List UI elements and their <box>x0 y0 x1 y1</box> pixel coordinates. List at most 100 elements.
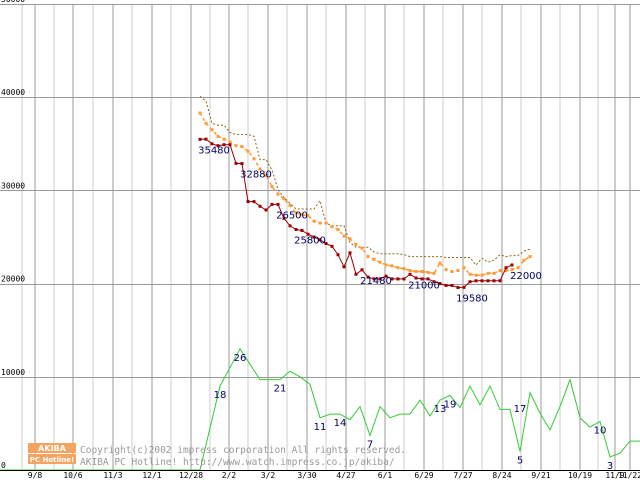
data-point-min <box>198 137 202 141</box>
data-point-average <box>198 111 202 115</box>
data-point-average <box>396 266 400 270</box>
data-point-average <box>276 192 280 196</box>
credit-text: AKIBA PC Hotline! http://www.watch.impre… <box>80 457 395 468</box>
data-point-average <box>240 145 244 149</box>
logo-top-text: AKIBA <box>38 444 66 453</box>
y-tick-label: 40000 <box>1 88 25 97</box>
data-point-min <box>462 285 466 289</box>
data-point-min <box>444 283 448 287</box>
data-point-average <box>360 246 364 250</box>
y-tick-label: 20000 <box>1 275 25 284</box>
shop-count-label: 5 <box>517 455 523 466</box>
data-point-average <box>204 121 208 125</box>
data-point-average <box>438 261 442 265</box>
data-point-min <box>360 268 364 272</box>
min-price-label: 22000 <box>510 271 542 282</box>
min-price-label: 25800 <box>294 236 326 247</box>
data-point-average <box>474 273 478 277</box>
data-point-average <box>216 134 220 138</box>
data-point-min <box>312 235 316 239</box>
data-point-min <box>426 277 430 281</box>
y-tick-label: 10000 <box>1 368 25 377</box>
series-line-min <box>199 138 513 289</box>
data-point-min <box>474 279 478 283</box>
data-point-average <box>492 271 496 275</box>
data-point-average <box>402 267 406 271</box>
data-point-average <box>270 185 274 189</box>
logo-bottom-text: PC Hotline! <box>30 456 74 464</box>
data-point-min <box>390 277 394 281</box>
data-point-min <box>336 253 340 257</box>
data-point-average <box>300 213 304 217</box>
shop-count-label: 10 <box>594 426 607 437</box>
data-point-min <box>342 265 346 269</box>
data-point-min <box>222 143 226 147</box>
data-point-average <box>516 266 520 270</box>
x-tick-label: 11/22 <box>618 471 640 480</box>
y-tick-label: 50000 <box>1 0 25 4</box>
data-point-average <box>504 269 508 273</box>
data-point-min <box>216 144 220 148</box>
shop-count-label: 17 <box>514 404 527 415</box>
series-layer <box>0 95 640 471</box>
labels-layer: 35480 32880 26500 25800 21480 21000 19580 22000… <box>198 145 613 472</box>
data-point-average <box>456 269 460 273</box>
data-point-min <box>294 228 298 232</box>
shop-count-label: 7 <box>367 440 373 451</box>
x-tick-label: 4/27 <box>336 471 355 480</box>
data-point-min <box>468 280 472 284</box>
x-tick-label: 8/24 <box>492 471 511 480</box>
data-point-min <box>228 143 232 147</box>
data-point-average <box>294 211 298 215</box>
data-point-average <box>426 270 430 274</box>
data-point-min <box>234 161 238 165</box>
data-point-min <box>450 283 454 287</box>
data-point-average <box>306 214 310 218</box>
data-point-min <box>372 277 376 281</box>
min-price-label: 35480 <box>198 145 230 156</box>
data-point-min <box>354 272 358 276</box>
shop-count-label: 21 <box>274 384 287 395</box>
data-point-min <box>246 200 250 204</box>
x-tick-label: 11/3 <box>103 471 122 480</box>
data-point-min <box>330 244 334 248</box>
data-point-average <box>522 258 526 262</box>
data-point-average <box>498 269 502 273</box>
data-point-min <box>384 274 388 278</box>
data-point-average <box>372 257 376 261</box>
data-point-min <box>258 204 262 208</box>
min-price-label: 21000 <box>408 280 440 291</box>
series-line-average <box>199 112 531 276</box>
data-point-min <box>438 282 442 286</box>
data-point-average <box>354 242 358 246</box>
data-point-min <box>306 232 310 236</box>
data-point-min <box>510 263 514 267</box>
x-tick-label: 6/29 <box>414 471 433 480</box>
data-point-min <box>288 224 292 228</box>
data-point-average <box>420 269 424 273</box>
data-point-min <box>282 216 286 220</box>
data-point-average <box>408 269 412 273</box>
data-point-average <box>486 271 490 275</box>
data-point-min <box>492 279 496 283</box>
akiba-logo: AKIBA PC Hotline! <box>28 443 76 464</box>
data-point-min <box>252 200 256 204</box>
data-point-average <box>384 263 388 267</box>
data-point-min <box>270 202 274 206</box>
data-point-min <box>498 279 502 283</box>
data-point-min <box>240 162 244 166</box>
data-point-average <box>312 219 316 223</box>
data-point-average <box>528 255 532 259</box>
shop-count-label: 26 <box>234 353 247 364</box>
x-tick-label: 12/1 <box>142 471 161 480</box>
min-price-label: 26500 <box>276 210 308 221</box>
x-tick-label: 10/6 <box>63 471 82 480</box>
min-price-label: 21480 <box>360 276 392 287</box>
data-point-min <box>420 277 424 281</box>
data-point-average <box>378 260 382 264</box>
x-tick-label: 9/8 <box>28 471 43 480</box>
data-point-average <box>390 264 394 268</box>
data-point-min <box>414 276 418 280</box>
x-tick-label: 7/27 <box>453 471 472 480</box>
